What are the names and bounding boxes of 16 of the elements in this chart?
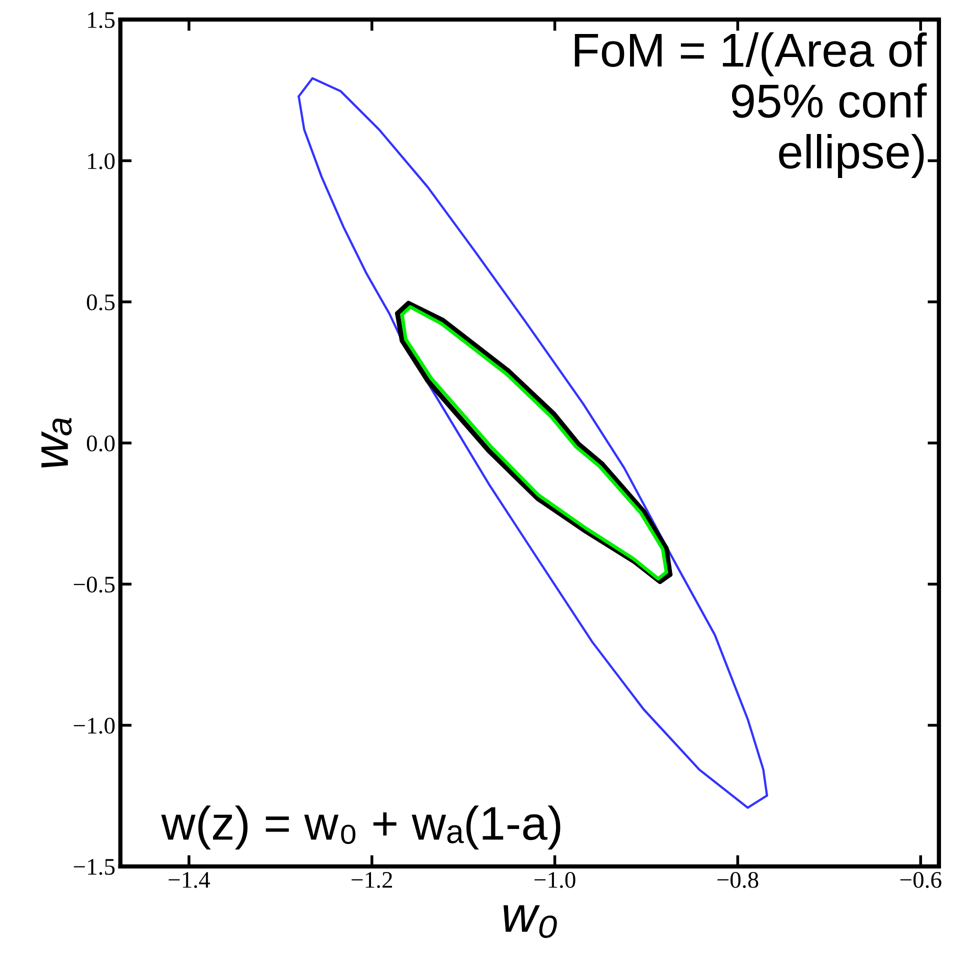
y-tick-label: −1.0 — [74, 718, 115, 734]
y-axis-title: wₐ — [41, 418, 72, 468]
x-axis-title: w₀ — [504, 905, 557, 938]
annotation: FoM = 1/(Area of 95% conf ellipse) — [574, 32, 927, 178]
y-tick-label: 1.5 — [88, 12, 115, 28]
y-tick-label: −0.5 — [74, 576, 115, 593]
x-tick-label: −1.4 — [168, 872, 210, 888]
y-tick-label: −1.5 — [74, 859, 115, 875]
x-tick-label: −0.8 — [717, 872, 758, 888]
y-tick-label: 1.0 — [88, 153, 115, 170]
x-tick-label: −0.6 — [900, 872, 942, 888]
x-tick-label: −1.0 — [534, 872, 576, 888]
x-tick-label: −1.2 — [352, 872, 392, 888]
y-tick-label: 0.5 — [86, 294, 115, 310]
annotation: w(z) = w₀ + wₐ(1-a) — [161, 805, 560, 850]
y-tick-label: 0.0 — [86, 435, 115, 452]
